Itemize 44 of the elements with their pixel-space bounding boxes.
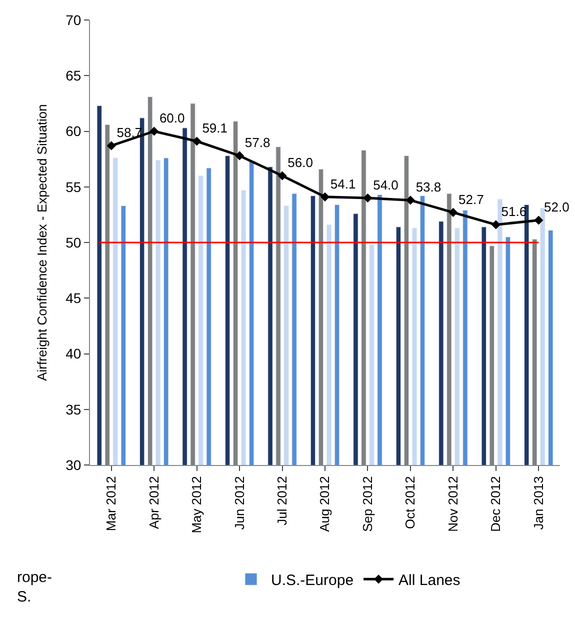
point (106, 141, 116, 150)
data-label: 57.8 (244, 135, 270, 150)
y-tick-label: 30 (66, 456, 82, 473)
point (278, 171, 287, 180)
point (235, 151, 244, 160)
data-label: 56.0 (288, 155, 313, 170)
data-label: 52.7 (458, 192, 484, 207)
x-tick-label: Aug 2012 (317, 476, 332, 532)
point (192, 136, 202, 146)
point (534, 216, 544, 225)
point (363, 193, 372, 203)
y-axis-title: Airfreight Confidence Index - Expected Situation (34, 104, 50, 381)
y-tick-label: 70 (66, 12, 82, 28)
y-tick-label: 40 (66, 346, 82, 362)
data-label: 52.0 (544, 200, 570, 215)
point (491, 220, 500, 230)
point (406, 196, 415, 205)
data-label: 54.0 (373, 177, 398, 192)
x-tick-label: Jul 2012 (274, 476, 290, 526)
x-tick-label: Oct 2012 (402, 476, 418, 529)
data-label: 60.0 (159, 110, 185, 126)
legend-label: U.S.-Europe (271, 572, 354, 589)
legend-label: All Lanes (398, 572, 460, 589)
data-label: 59.1 (202, 120, 228, 136)
x-tick-label: Dec 2012 (488, 476, 504, 532)
point (150, 126, 159, 136)
y-tick-label: 60 (66, 123, 82, 140)
x-tick-label: Jun 2012 (232, 476, 247, 530)
x-tick-label: Mar 2012 (104, 476, 119, 532)
y-tick-label: 55 (66, 178, 82, 195)
x-tick-label: Sep 2012 (360, 476, 375, 532)
x-tick-label: Jan 2013 (530, 476, 546, 530)
data-label: 54.1 (330, 176, 356, 192)
point (448, 208, 458, 218)
y-tick-label: 35 (66, 401, 82, 418)
data-label: 53.8 (416, 180, 442, 195)
x-tick-label: May 2012 (189, 476, 204, 534)
x-tick-label: Nov 2012 (445, 476, 460, 532)
point (320, 192, 330, 202)
y-tick-label: 45 (66, 290, 82, 306)
y-tick-label: 50 (66, 234, 82, 250)
x-tick-label: Apr 2012 (146, 476, 162, 529)
text: rope- S. (17, 569, 52, 606)
y-tick-label: 65 (66, 68, 82, 84)
